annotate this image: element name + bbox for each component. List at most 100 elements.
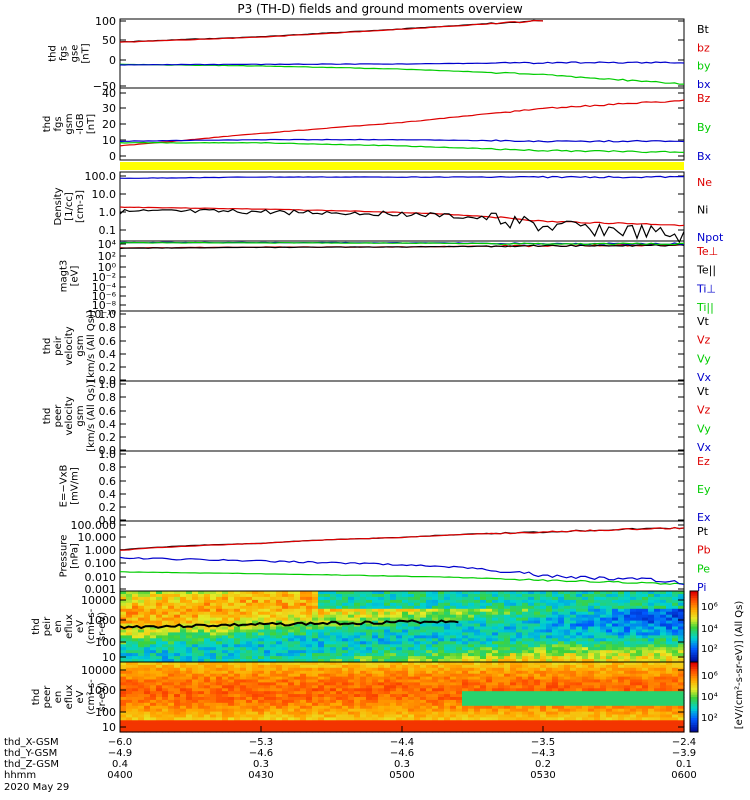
spectrogram-cell [270,644,277,648]
spectrogram-cell [156,614,163,619]
spectrogram-cell [456,670,463,675]
spectrogram-cell [534,691,541,695]
spectrogram-cell [558,679,565,683]
spectrogram-cell [366,670,373,675]
spectrogram-cell [588,679,595,683]
spectrogram-cell [678,699,685,704]
spectrogram-cell [138,635,145,639]
spectrogram-cell [150,720,157,724]
spectrogram-cell [468,708,475,713]
spectrogram-cell [336,670,343,675]
spectrogram-cell [432,608,439,613]
spectrogram-cell [366,644,373,648]
spectrogram-cell [306,656,313,660]
spectrogram-cell [660,620,667,625]
spectrogram-cell [678,611,685,616]
spectrogram-cell [276,670,283,675]
spectrogram-cell [666,629,673,634]
spectrogram-cell [588,670,595,675]
spectrogram-cell [192,673,199,678]
spectrogram-cell [558,599,565,604]
spectrogram-cell [132,714,139,718]
spectrogram-cell [336,673,343,678]
spectrogram-cell [132,694,139,698]
spectrogram-cell [528,694,535,698]
spectrogram-cell [618,650,625,654]
spectrogram-cell [558,591,565,595]
spectrogram-cell [288,644,295,648]
spectrogram-cell [366,599,373,604]
spectrogram-cell [462,667,469,672]
spectrogram-cell [126,699,133,704]
spectrogram-cell [612,617,619,622]
spectrogram-cell [420,697,427,701]
spectrogram-cell [504,629,511,634]
spectrogram-cell [570,653,577,657]
spectrogram-cell [162,614,169,619]
spectrogram-cell [336,650,343,654]
spectrogram-cell [282,605,289,610]
spectrogram-cell [174,726,181,730]
spectrogram-cell [270,723,277,727]
y-axis-label-line: velocity [64,396,75,435]
spectrogram-cell [486,611,493,616]
spectrogram-cell [480,611,487,616]
spectrogram-cell [276,644,283,648]
spectrogram-cell [186,679,193,683]
spectrogram-cell [636,699,643,704]
spectrogram-cell [282,664,289,669]
spectrogram-cell [306,685,313,689]
spectrogram-cell [330,644,337,648]
spectrogram-cell [492,676,499,681]
spectrogram-cell [258,617,265,622]
spectrogram-cell [606,617,613,622]
y-tick-label: 0.0 [99,444,117,457]
spectrogram-cell [306,659,313,663]
spectrogram-cell [576,726,583,730]
spectrogram-cell [474,664,481,669]
spectrogram-cell [306,632,313,636]
spectrogram-cell [636,594,643,598]
spectrogram-cell [660,641,667,645]
y-axis-label-line: (cm²-s- [86,608,97,644]
spectrogram-cell [678,670,685,675]
spectrogram-cell [324,602,331,607]
spectrogram-cell [648,626,655,631]
spectrogram-cell [348,605,355,610]
spectrogram-cell [564,599,571,604]
spectrogram-cell [648,697,655,701]
spectrogram-cell [480,673,487,678]
spectrogram-cell [240,682,247,686]
spectrogram-cell [264,702,271,707]
spectrogram-cell [126,664,133,669]
spectrogram-cell [342,635,349,639]
spectrogram-cell [594,702,601,707]
spectrogram-cell [600,705,607,710]
colorbar-swatch [690,657,698,661]
spectrogram-cell [228,650,235,654]
spectrogram-cell [282,620,289,625]
spectrogram-cell [432,647,439,651]
spectrogram-cell [252,711,259,716]
spectrogram-cell [576,605,583,610]
spectrogram-cell [660,702,667,707]
spectrogram-cell [126,662,133,666]
spectrogram-cell [276,635,283,639]
spectrogram-cell [150,676,157,681]
y-axis-label-line: gse [70,45,81,63]
spectrogram-cell [480,697,487,701]
spectrogram-cell [324,699,331,704]
spectrogram-cell [438,647,445,651]
spectrogram-cell [420,605,427,610]
spectrogram-cell [336,688,343,692]
spectrogram-cell [180,650,187,654]
spectrogram-cell [546,638,553,642]
spectrogram-cell [660,632,667,636]
spectrogram-cell [450,679,457,683]
spectrogram-cell [642,641,649,645]
spectrogram-cell [312,641,319,645]
spectrogram-cell [642,644,649,648]
spectrogram-cell [168,629,175,634]
spectrogram-cell [192,720,199,724]
spectrogram-cell [204,688,211,692]
